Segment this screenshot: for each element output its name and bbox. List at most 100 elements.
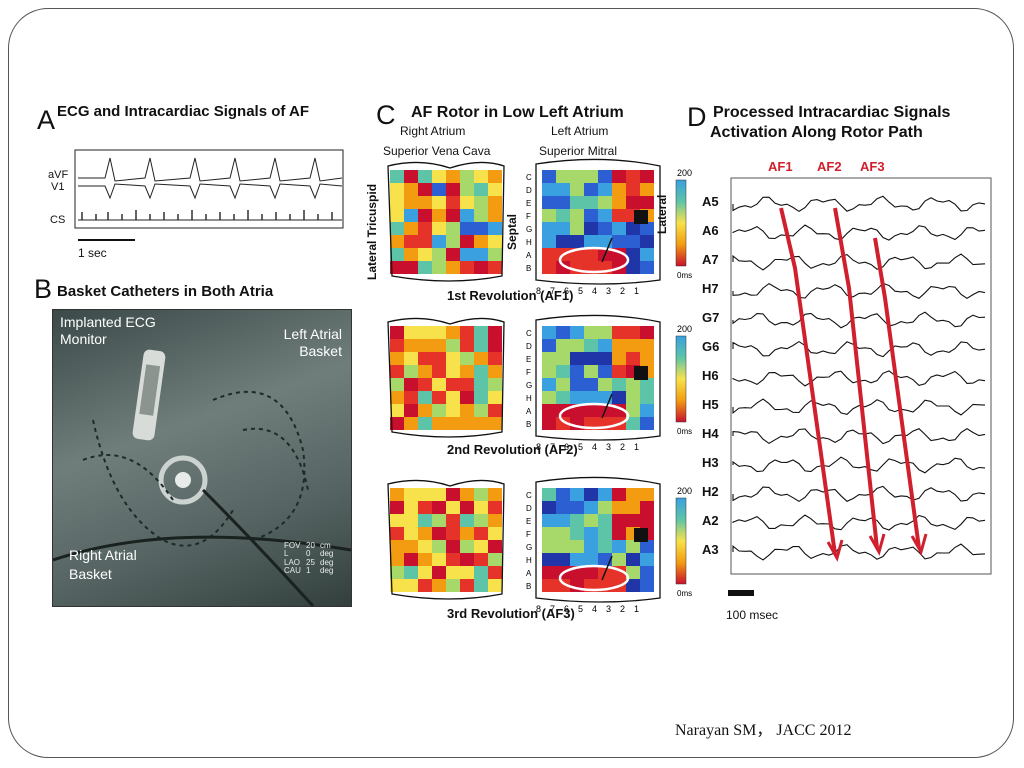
ra-map-cell — [488, 170, 502, 183]
col-number: 1 — [634, 442, 639, 452]
la-map-cell — [570, 209, 584, 222]
la-map-cell — [612, 553, 626, 566]
la-map-cell — [598, 501, 612, 514]
la-map-cell — [598, 514, 612, 527]
ra-map-cell — [474, 514, 488, 527]
ra-map-cell — [446, 391, 460, 404]
ra-map-cell — [432, 339, 446, 352]
col-number: 8 — [536, 604, 541, 614]
panel-c-letter: C — [376, 100, 396, 130]
col-number: 6 — [564, 442, 569, 452]
la-map-cell — [626, 170, 640, 183]
ra-map-cell — [460, 404, 474, 417]
la-map-cell — [556, 365, 570, 378]
la-map-cell — [626, 391, 640, 404]
ra-map-cell — [460, 222, 474, 235]
la-map-cell — [542, 404, 556, 417]
ra-map-cell — [418, 540, 432, 553]
ra-map-cell — [474, 261, 488, 274]
ra-map-cell — [474, 540, 488, 553]
row-letter: F — [526, 212, 531, 221]
ra-map-cell — [404, 261, 418, 274]
ra-map-cell — [432, 235, 446, 248]
ra-map-cell — [446, 235, 460, 248]
colorbar-bottom-label: 0ms — [677, 271, 692, 280]
panel-d-letter: D — [687, 102, 707, 132]
row-letter: A — [526, 407, 532, 416]
row-letter: G — [526, 381, 532, 390]
la-map-cell — [584, 527, 598, 540]
col-number: 4 — [592, 286, 597, 296]
colorbar-top-label: 200 — [677, 168, 692, 178]
ra-map-cell — [446, 352, 460, 365]
la-map-cell — [640, 553, 654, 566]
ra-map-cell — [418, 527, 432, 540]
label-implanted-ecg: Implanted ECG Monitor — [60, 314, 156, 348]
ra-map-cell — [446, 540, 460, 553]
la-map-cell — [556, 170, 570, 183]
ra-map-cell — [474, 391, 488, 404]
citation: Narayan SM， JACC 2012 — [675, 722, 852, 739]
row-letter: C — [526, 491, 532, 500]
col-number: 7 — [550, 604, 555, 614]
ra-map-cell — [390, 170, 404, 183]
label-implanted-ecg-line2: Monitor — [60, 330, 107, 347]
la-map-cell — [640, 235, 654, 248]
la-map-cell — [626, 417, 640, 430]
la-map-cell — [570, 222, 584, 235]
row-letter: H — [526, 238, 532, 247]
label-right-basket-line2: Basket — [69, 565, 112, 582]
la-map-cell — [570, 339, 584, 352]
ra-map-cell — [418, 196, 432, 209]
ra-map-cell — [432, 248, 446, 261]
panel-d-traces — [730, 177, 992, 575]
ra-map-cell — [446, 514, 460, 527]
la-map-cell — [556, 417, 570, 430]
ra-map-cell — [390, 527, 404, 540]
ra-map-cell — [418, 339, 432, 352]
ra-map-cell — [460, 365, 474, 378]
ra-map-cell — [488, 248, 502, 261]
ra-map-cell — [404, 235, 418, 248]
la-map-black-patch — [634, 528, 648, 542]
ra-map-cell — [390, 488, 404, 501]
ra-map-cell — [474, 196, 488, 209]
rotor-arrowhead-2 — [868, 533, 886, 556]
row-letter: C — [526, 329, 532, 338]
ra-map-cell — [404, 222, 418, 235]
la-map-cell — [640, 417, 654, 430]
rotor-ellipse — [558, 246, 630, 274]
ra-map-cell — [460, 501, 474, 514]
ra-map-cell — [446, 196, 460, 209]
ra-map-cell — [488, 365, 502, 378]
colorbar — [675, 179, 687, 267]
la-map-cell — [612, 378, 626, 391]
la-label: Left Atrium — [551, 124, 609, 138]
ra-map-cell — [432, 514, 446, 527]
ra-map-cell — [418, 553, 432, 566]
la-map-cell — [612, 170, 626, 183]
ra-map-cell — [418, 404, 432, 417]
la-map-cell — [584, 339, 598, 352]
la-map-cell — [612, 326, 626, 339]
ra-map-cell — [390, 365, 404, 378]
ra-map-cell — [390, 209, 404, 222]
ra-map-cell — [474, 326, 488, 339]
la-map-cell — [584, 378, 598, 391]
ra-map-cell — [474, 404, 488, 417]
ra-map-cell — [488, 391, 502, 404]
ra-map-cell — [488, 514, 502, 527]
ra-map-cell — [404, 404, 418, 417]
la-map-cell — [556, 209, 570, 222]
la-map-cell — [626, 222, 640, 235]
ra-map-cell — [460, 261, 474, 274]
la-map-cell — [598, 209, 612, 222]
ra-map-cell — [390, 339, 404, 352]
la-map-cell — [640, 514, 654, 527]
la-map-cell — [542, 527, 556, 540]
ra-map-cell — [446, 527, 460, 540]
trace-line — [732, 224, 986, 241]
ra-map-cell — [418, 183, 432, 196]
panel-b-letter: B — [34, 274, 53, 304]
label-right-basket-line1: Right Atrial — [69, 547, 137, 563]
